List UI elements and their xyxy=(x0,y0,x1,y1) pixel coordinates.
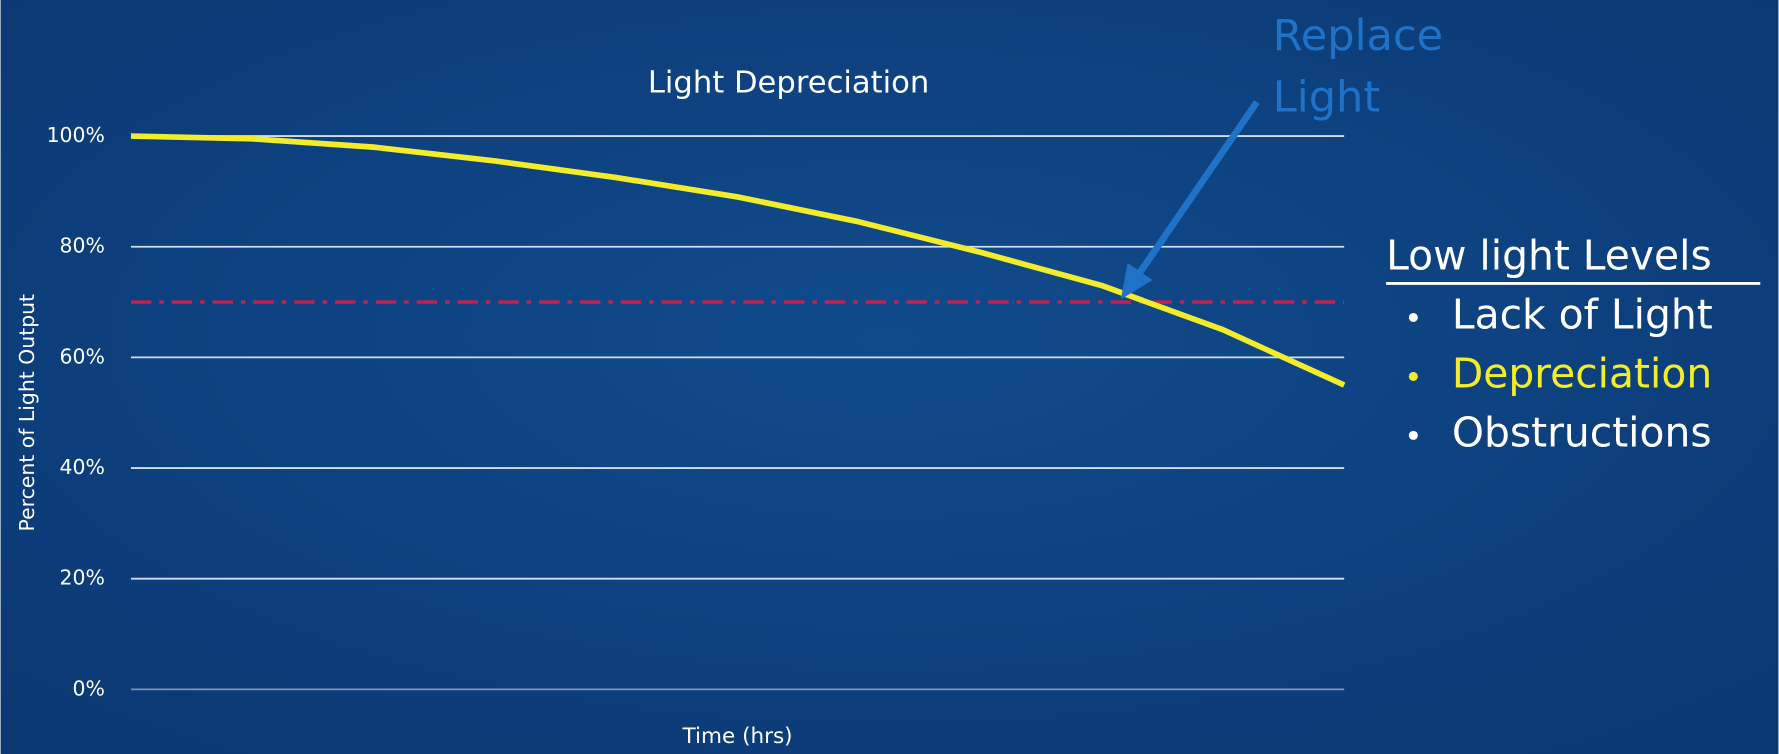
y-tick-label: 80% xyxy=(60,234,105,258)
side-item: Obstructions xyxy=(1452,408,1712,456)
y-tick-label: 100% xyxy=(47,123,105,147)
side-heading: Low light Levels xyxy=(1386,232,1712,280)
bullet xyxy=(1408,371,1418,381)
annotation-arrow xyxy=(1135,100,1260,278)
series-line xyxy=(130,133,1346,388)
bullet xyxy=(1408,430,1418,440)
annotation-text: Replace xyxy=(1273,11,1443,61)
side-item: Depreciation xyxy=(1452,349,1712,397)
annotation-arrowhead xyxy=(1120,263,1153,300)
chart-title: Light Depreciation xyxy=(648,65,929,100)
x-axis-label: Time (hrs) xyxy=(682,724,793,749)
annotation-text: Light xyxy=(1273,72,1381,122)
bullet xyxy=(1408,312,1418,323)
y-tick-label: 0% xyxy=(73,676,105,700)
y-tick-label: 20% xyxy=(60,566,105,590)
side-item: Lack of Light xyxy=(1452,290,1713,338)
y-tick-label: 40% xyxy=(60,455,105,479)
y-tick-label: 60% xyxy=(60,344,105,368)
y-axis-label: Percent of Light Output xyxy=(15,294,39,532)
